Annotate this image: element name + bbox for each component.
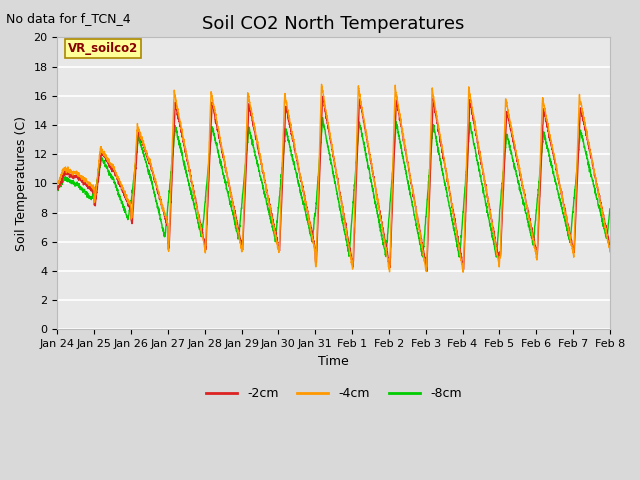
X-axis label: Time: Time <box>318 355 349 368</box>
Text: VR_soilco2: VR_soilco2 <box>68 42 138 55</box>
Title: Soil CO2 North Temperatures: Soil CO2 North Temperatures <box>202 15 465 33</box>
Text: No data for f_TCN_4: No data for f_TCN_4 <box>6 12 131 25</box>
Legend: -2cm, -4cm, -8cm: -2cm, -4cm, -8cm <box>201 382 467 405</box>
Y-axis label: Soil Temperatures (C): Soil Temperatures (C) <box>15 116 28 251</box>
